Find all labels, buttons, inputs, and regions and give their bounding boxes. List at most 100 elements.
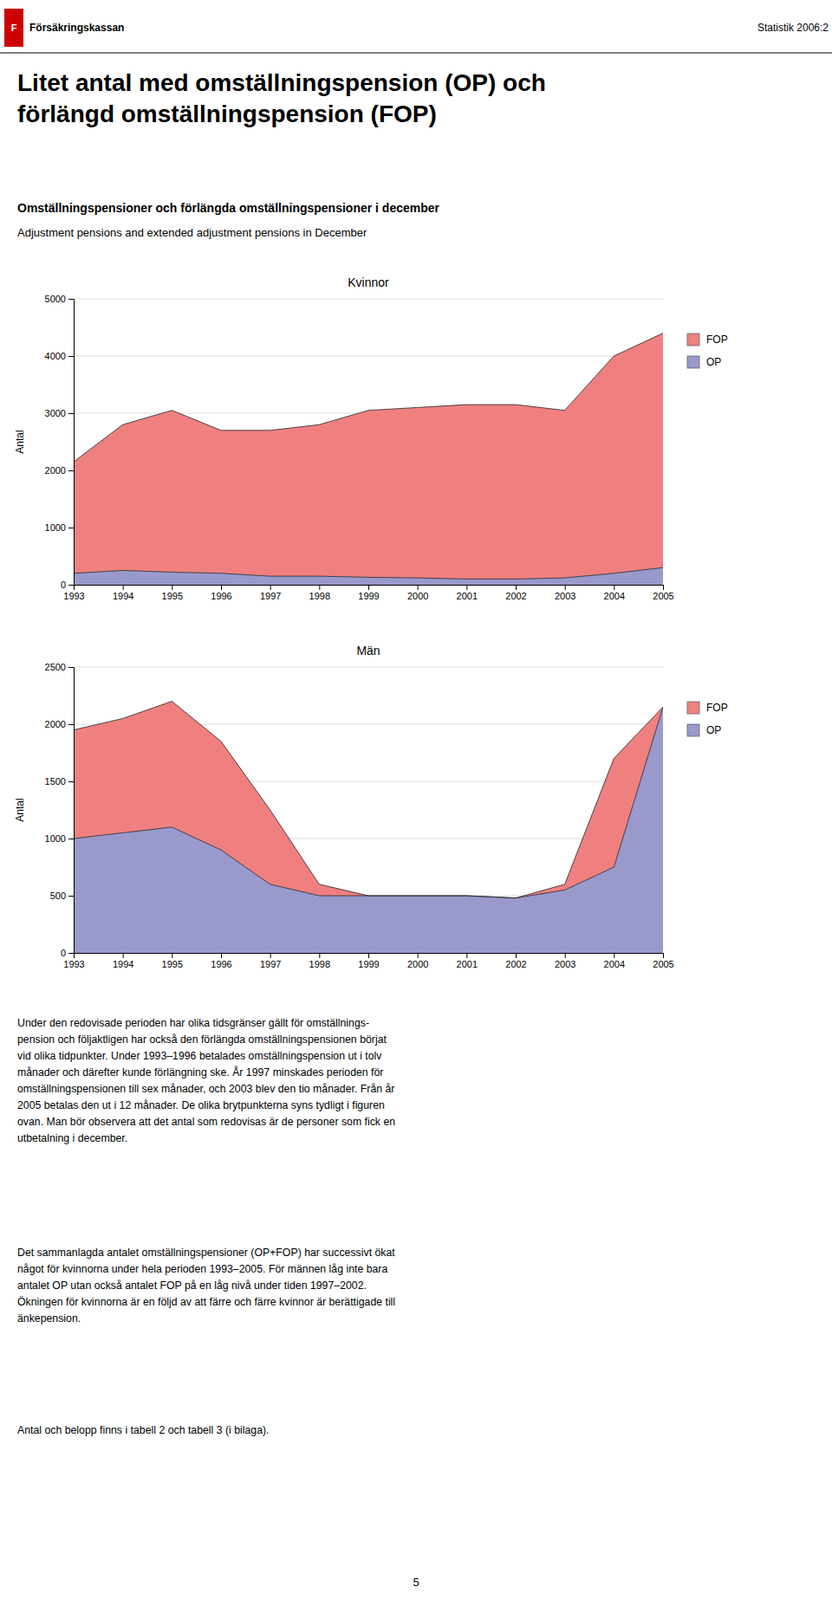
tick: 0 (60, 948, 74, 959)
subtitle: Omställningspensioner och förlängda omst… (17, 201, 441, 215)
body-text: Ökningen för kvinnorna är en följd av at… (17, 1296, 396, 1309)
axis-domain (74, 954, 664, 960)
tick: 1995 (162, 585, 183, 602)
tick-mark (68, 356, 74, 358)
tick: 1993 (63, 953, 85, 970)
grid-line (73, 299, 663, 300)
tick-mark (663, 585, 664, 591)
tick: 1998 (309, 585, 331, 602)
body-text: Antal och belopp finns i tabell 2 och ta… (17, 1424, 270, 1437)
tick: 500 (50, 890, 74, 902)
tick-mark (270, 585, 272, 591)
header-left: Försäkringskassan (29, 21, 124, 34)
tick: 1999 (357, 953, 379, 970)
y-axis-label: Antal (13, 798, 26, 822)
axis-domain (68, 668, 75, 955)
body-text: något för kvinnorna under hela perioden … (17, 1263, 388, 1276)
grid (73, 299, 663, 585)
plot-area (73, 702, 663, 954)
legend-item: FOP (687, 333, 728, 346)
tick-mark (68, 470, 74, 472)
tick-label: 1994 (112, 959, 134, 970)
area (73, 333, 663, 580)
body-text: Det sammanlagda antalet omställningspens… (17, 1247, 396, 1260)
tick-mark (68, 896, 74, 897)
tick-label: 1998 (309, 959, 331, 970)
y-axis-label: Antal (13, 429, 26, 454)
tick: 2000 (407, 953, 429, 970)
x-axis: 1993199419951996199719981999200020012002… (63, 585, 674, 602)
tick-mark (171, 953, 173, 959)
area-outline (73, 707, 663, 898)
grid-line (73, 356, 663, 358)
tick-mark (368, 953, 370, 959)
tick-mark (221, 953, 222, 959)
tick-mark (270, 953, 272, 959)
tick-label: 1999 (357, 591, 379, 602)
tick-label: 4000 (45, 351, 66, 362)
tick-mark (663, 953, 664, 959)
area-outline (73, 567, 663, 579)
tick-label: 3000 (45, 408, 66, 419)
tick: 2004 (604, 585, 625, 602)
legend-item: OP (687, 724, 722, 737)
tick-label: 0 (60, 948, 66, 959)
tick-label: 2500 (45, 662, 66, 673)
tick: 1996 (210, 953, 232, 970)
tick-label: 2001 (456, 959, 478, 970)
tick-label: 2000 (45, 465, 66, 476)
legend: FOP OP (687, 333, 728, 369)
tick: 2001 (456, 953, 478, 970)
tick: 1995 (162, 953, 183, 970)
legend-swatch (687, 724, 700, 737)
tick-mark (613, 585, 615, 591)
legend-label: FOP (706, 333, 728, 346)
tick: 2005 (652, 585, 674, 602)
tick-mark (565, 953, 566, 959)
tick: 0 (60, 579, 74, 591)
tick-mark (221, 585, 222, 591)
legend-item: FOP (687, 702, 728, 715)
tick-mark (68, 527, 74, 529)
body-text: Under den redovisade perioden har olika … (17, 1017, 370, 1030)
tick-mark (68, 838, 74, 840)
body-text: utbetalning i december. (17, 1132, 128, 1145)
body-text: pension och följaktligen har också den f… (17, 1033, 387, 1047)
tick: 1997 (260, 585, 281, 602)
body-text: vid olika tidpunkter. Under 1993–1996 be… (17, 1050, 383, 1063)
tick: 2001 (456, 585, 478, 602)
tick-label: 2002 (505, 591, 527, 602)
tick-mark (515, 585, 517, 591)
tick-mark (565, 585, 566, 591)
grid (73, 667, 663, 954)
tick-label: 2000 (407, 959, 429, 970)
tick: 1994 (112, 953, 134, 970)
tick: 2000 (407, 585, 429, 602)
tick: 1993 (63, 585, 85, 602)
tick: 2000 (45, 465, 74, 476)
tick: 2500 (45, 662, 74, 673)
tick-label: 2000 (45, 719, 66, 730)
header-rule (0, 52, 832, 53)
body-text: 2005 betalas den ut i 12 månader. De oli… (17, 1099, 385, 1112)
tick-mark (368, 585, 370, 591)
legend-swatch (687, 333, 700, 346)
tick-label: 1000 (45, 522, 66, 533)
legend-item: OP (687, 356, 722, 369)
tick-label: 2003 (554, 959, 576, 970)
title: förlängd omställningspension (FOP) (17, 100, 437, 128)
area (73, 707, 663, 954)
tick-label: 5000 (45, 293, 66, 305)
tick: 1999 (357, 585, 379, 602)
tick-label: 2000 (407, 591, 429, 602)
area-outline (73, 702, 663, 899)
legend-label: OP (706, 356, 722, 369)
chart-title: Män (356, 643, 380, 658)
tick-label: 1994 (112, 591, 134, 602)
body-text: änkepension. (17, 1313, 81, 1326)
tick-label: 2004 (604, 959, 625, 970)
grid-line (73, 667, 663, 669)
tick-mark (68, 413, 74, 415)
tick-mark (123, 953, 124, 959)
tick-mark (68, 667, 74, 669)
